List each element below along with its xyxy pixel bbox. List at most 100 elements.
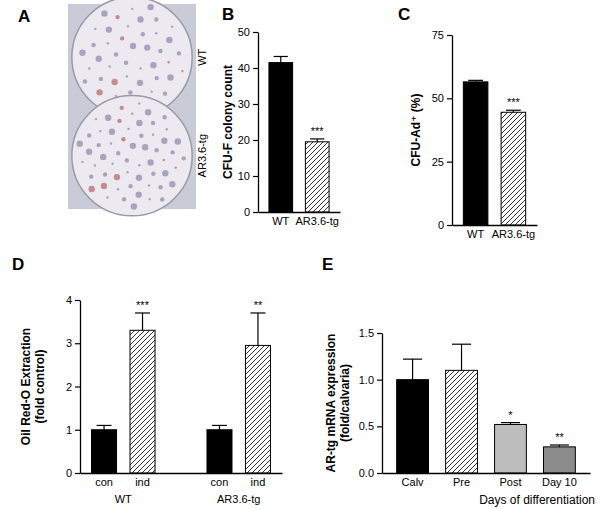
tick: 0 (66, 467, 80, 479)
panel-label: C (398, 5, 410, 24)
colony (181, 70, 183, 72)
error-stem (412, 359, 413, 380)
colony (125, 158, 129, 162)
significance: *** (136, 299, 150, 311)
tick: 50 (238, 26, 258, 38)
colony (136, 120, 142, 126)
colony (167, 61, 169, 63)
colony (174, 166, 176, 168)
tick-label: 3 (66, 337, 72, 349)
colony (139, 133, 143, 137)
colony (114, 52, 118, 56)
colony (150, 90, 152, 92)
tick-label: ind (251, 476, 266, 488)
bar (245, 345, 270, 473)
tick-mark (75, 473, 80, 474)
tick-mark (377, 426, 382, 427)
error-cap (274, 56, 288, 57)
colony (161, 138, 167, 144)
colony (139, 67, 141, 69)
colony (136, 175, 142, 181)
tick-mark (447, 162, 452, 163)
tick: 40 (238, 62, 258, 74)
colony (171, 26, 173, 28)
tick: 2 (66, 381, 80, 393)
bar (269, 63, 293, 212)
tick: 3 (66, 337, 80, 349)
plot-area (269, 56, 329, 212)
tick-label: 50 (432, 92, 444, 104)
colony (121, 137, 125, 141)
y-axis: 01234 (66, 294, 81, 479)
axis-line (453, 225, 538, 226)
error-stem (103, 425, 104, 429)
bar (130, 330, 155, 473)
colony (91, 43, 95, 47)
tick-label: 1.5 (359, 327, 374, 339)
error-bar (212, 425, 227, 429)
colony (87, 133, 91, 137)
category-tick: con (95, 473, 113, 488)
colony (94, 164, 96, 166)
tick-label: WT (272, 215, 289, 227)
colony (96, 89, 102, 95)
tick-label: 25 (432, 156, 444, 168)
tick: 0.0 (359, 467, 382, 479)
significance: ** (555, 431, 564, 443)
colony (100, 154, 106, 160)
error-stem (219, 425, 220, 429)
tick: 50 (432, 92, 452, 104)
bar (544, 447, 576, 473)
tick-label: Day 10 (542, 476, 577, 488)
error-bar (501, 423, 520, 425)
photo-label: AR3.6-tg (196, 134, 208, 177)
colony (130, 43, 136, 49)
panel-label: D (12, 255, 24, 274)
y-axis-title: AR-tg mRNA expression (324, 334, 338, 473)
category-tick: con (211, 473, 229, 488)
colony (106, 196, 108, 198)
colony (131, 113, 133, 115)
error-stem (461, 344, 462, 370)
tick-mark (75, 300, 80, 301)
colony (138, 102, 140, 104)
y-axis-title: Oil Red-O Extraction (19, 328, 33, 445)
y-axis: 0255075 (432, 29, 453, 231)
colony (151, 172, 155, 176)
error-cap (501, 422, 520, 423)
tick-mark (377, 473, 382, 474)
error-stem (257, 313, 258, 345)
colony (81, 161, 83, 163)
colony (148, 198, 150, 200)
category-tick: AR3.6-tg (296, 212, 339, 227)
axis-line (259, 212, 341, 213)
tick-mark (253, 140, 258, 141)
colony (101, 10, 107, 16)
colony (162, 170, 168, 176)
tick-label: 0.5 (359, 420, 374, 432)
tick-mark (253, 176, 258, 177)
error-cap (250, 312, 265, 313)
colony (111, 79, 117, 85)
bar (495, 424, 527, 473)
bar (207, 430, 232, 473)
tick-mark (253, 212, 258, 213)
category-tick: Calv (402, 473, 425, 488)
colony (175, 138, 181, 144)
group-label: AR3.6-tg (217, 493, 260, 505)
significance: *** (507, 96, 521, 108)
tick-label: Pre (453, 476, 470, 488)
axis-line (383, 473, 591, 474)
bar (501, 112, 526, 225)
colony (128, 184, 132, 188)
colony (111, 163, 113, 165)
colony (116, 151, 120, 155)
colony (142, 144, 148, 150)
category-tick: ind (135, 473, 150, 488)
panel-label: B (222, 5, 234, 24)
error-cap (97, 425, 112, 426)
colony (76, 140, 82, 146)
tick-label: 0 (438, 219, 444, 231)
error-stem (280, 56, 281, 62)
colony (126, 75, 128, 77)
